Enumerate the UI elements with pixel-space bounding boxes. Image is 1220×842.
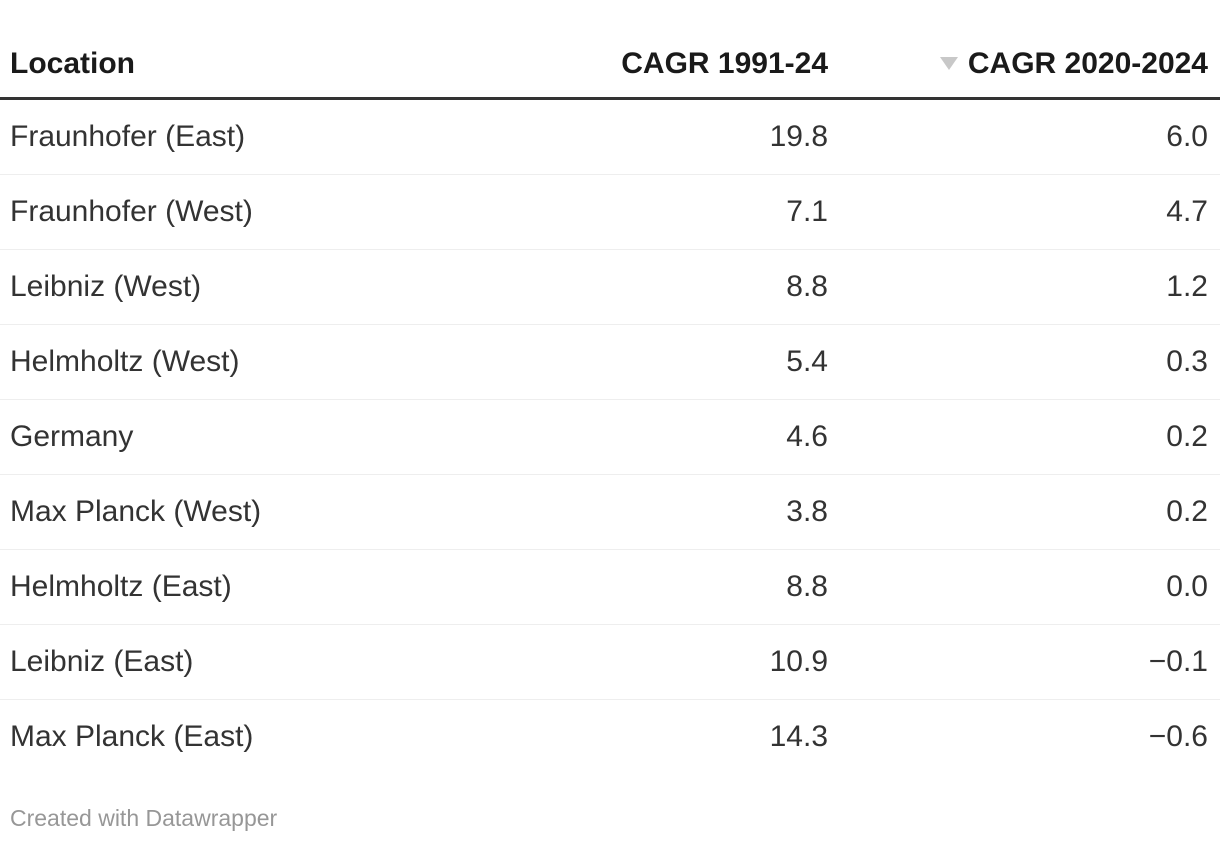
cagr-1991-24-cell: 3.8 [530,474,840,550]
cagr-2020-2024-cell: 1.2 [840,249,1220,325]
cagr-1991-24-cell: 4.6 [530,399,840,475]
column-header-cagr-2020-2024-label: CAGR 2020-2024 [967,47,1208,80]
location-cell: Max Planck (West) [0,474,530,550]
cagr-2020-2024-cell: 4.7 [840,174,1220,250]
cagr-1991-24-cell: 8.8 [530,249,840,325]
sort-descending-icon [939,57,958,70]
column-header-location[interactable]: Location [0,0,530,100]
cagr-1991-24-cell: 5.4 [530,324,840,400]
cagr-1991-24-cell: 14.3 [769,720,828,753]
location-cell: Fraunhofer (East) [0,98,530,175]
header-row: Location CAGR 1991-24 CAGR 2020-2024 [0,0,1220,100]
cagr-1991-24-cell: 19.8 [530,98,840,175]
location-cell: Leibniz (East) [0,624,530,700]
table-header: Location CAGR 1991-24 CAGR 2020-2024 [0,0,1220,100]
table-row: Leibniz (East) 10.9 −0.1 [0,624,1220,700]
table-row: Max Planck (East) 14.3 −0.6 [0,700,1220,775]
table-row: Germany 4.6 0.2 [0,399,1220,475]
location-cell: Helmholtz (West) [0,324,530,400]
cagr-2020-2024-cell: 0.3 [840,324,1220,400]
cagr-2020-2024-cell: 0.0 [840,549,1220,625]
data-table: Location CAGR 1991-24 CAGR 2020-2024 Fra… [0,0,1220,775]
column-header-location-label: Location [10,47,135,80]
column-header-cagr-1991-24[interactable]: CAGR 1991-24 [530,0,840,100]
cagr-2020-2024-cell: 0.2 [840,474,1220,550]
column-header-cagr-2020-2024[interactable]: CAGR 2020-2024 [840,0,1220,100]
location-cell: Leibniz (West) [0,249,530,325]
table-row: Helmholtz (West) 5.4 0.3 [0,324,1220,400]
location-cell: Germany [0,399,530,475]
table-row: Fraunhofer (East) 19.8 6.0 [0,98,1220,175]
table-row: Helmholtz (East) 8.8 0.0 [0,549,1220,625]
location-cell: Fraunhofer (West) [0,174,530,250]
datawrapper-attribution-link[interactable]: Created with Datawrapper [10,805,278,831]
table-row: Leibniz (West) 8.8 1.2 [0,249,1220,325]
location-cell: Helmholtz (East) [0,549,530,625]
cagr-1991-24-cell: 10.9 [530,624,840,700]
column-header-cagr-1991-24-label: CAGR 1991-24 [621,47,828,80]
cagr-2020-2024-cell: 0.2 [840,399,1220,475]
table-row: Fraunhofer (West) 7.1 4.7 [0,174,1220,250]
table-body: Fraunhofer (East) 19.8 6.0 Fraunhofer (W… [0,98,1220,775]
cagr-1991-24-cell: 7.1 [530,174,840,250]
location-cell: Max Planck (East) [10,720,254,753]
cagr-2020-2024-cell: 6.0 [840,98,1220,175]
table-row: Max Planck (West) 3.8 0.2 [0,474,1220,550]
cagr-1991-24-cell: 8.8 [530,549,840,625]
cagr-2020-2024-cell: −0.1 [840,624,1220,700]
cagr-2020-2024-cell: −0.6 [1148,720,1208,753]
